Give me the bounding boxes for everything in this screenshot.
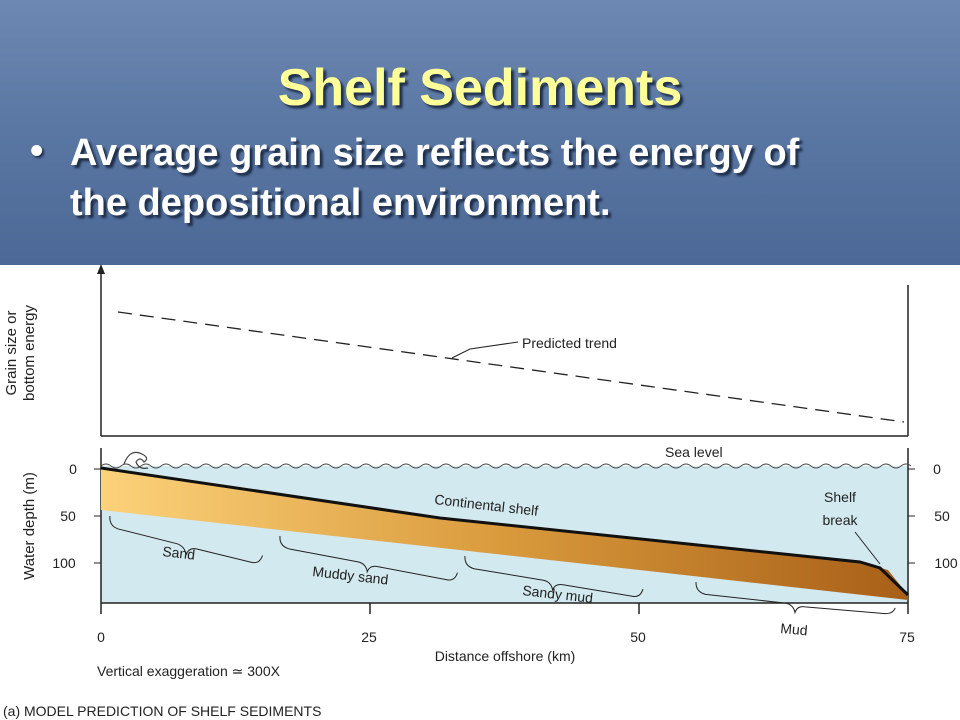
depth-tick-left-50: 50 xyxy=(60,508,76,524)
sea-level-label: Sea level xyxy=(665,444,723,460)
sand-brace xyxy=(109,515,263,564)
water-depth-axis-label: Water depth (m) xyxy=(21,472,38,580)
shelf-break-label-line2: break xyxy=(822,512,858,528)
depth-tick-left-0: 0 xyxy=(69,461,77,477)
distance-ticks xyxy=(100,603,909,614)
sandy-mud-brace xyxy=(464,555,644,597)
energy-axis-label-line1: Grain size or xyxy=(3,310,20,395)
distance-tick-0: 0 xyxy=(97,629,105,645)
bullet-line-2: the depositional environment. xyxy=(70,182,611,224)
zone-mud-label: Mud xyxy=(780,620,809,638)
breaking-wave-icon xyxy=(123,451,149,469)
bullet-dot: • xyxy=(30,130,44,172)
depth-tick-left-100: 100 xyxy=(52,555,76,571)
shelf-break-label-line1: Shelf xyxy=(824,489,856,505)
depth-tick-right-0: 0 xyxy=(933,461,941,477)
title-banner xyxy=(0,0,960,265)
zone-sandy-mud-label: Sandy mud xyxy=(522,582,594,606)
depth-tick-right-50: 50 xyxy=(934,508,950,524)
depth-ticks-right xyxy=(908,468,915,564)
distance-tick-25: 25 xyxy=(361,629,377,645)
shelf-break-leader xyxy=(854,531,881,565)
depth-tick-right-100: 100 xyxy=(934,555,958,571)
predicted-trend-line xyxy=(117,311,905,423)
sea-level-waves xyxy=(100,463,912,469)
predicted-trend-label: Predicted trend xyxy=(522,335,617,351)
vertical-exaggeration-note: Vertical exaggeration ≃ 300X xyxy=(97,663,281,679)
sediment-wedge xyxy=(101,468,908,600)
energy-y-axis-arrow xyxy=(97,264,105,274)
energy-axis-label-line2: bottom energy xyxy=(21,305,38,401)
distance-axis-label: Distance offshore (km) xyxy=(435,648,576,664)
muddy-sand-brace xyxy=(279,535,458,581)
shelf-surface-line xyxy=(100,466,910,597)
depth-ticks-left xyxy=(94,468,101,564)
slide-title: Shelf Sediments xyxy=(277,59,683,117)
mud-brace xyxy=(695,581,896,615)
bullet-line-1: Average grain size reflects the energy o… xyxy=(70,132,800,174)
distance-tick-75: 75 xyxy=(899,629,915,645)
trend-leader-line xyxy=(451,341,519,359)
figure-caption: (a) MODEL PREDICTION OF SHELF SEDIMENTS xyxy=(3,703,321,719)
slide-bullet: Average grain size reflects the energy o… xyxy=(70,128,940,228)
zone-sand-label: Sand xyxy=(162,543,196,563)
distance-tick-50: 50 xyxy=(630,629,646,645)
